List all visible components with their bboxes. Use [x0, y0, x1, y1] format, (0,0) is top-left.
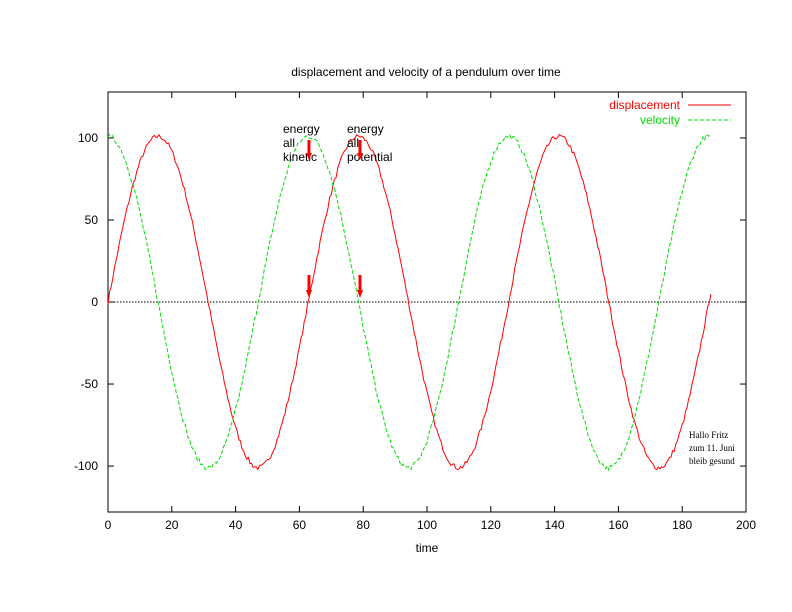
series-line-displacement — [107, 133, 712, 471]
x-tick-label: 200 — [736, 518, 756, 532]
series-group — [107, 133, 712, 472]
annotation-text: energy — [347, 122, 384, 136]
legend-label-displacement: displacement — [609, 98, 680, 112]
y-tick-label: -50 — [81, 377, 99, 391]
y-tick-label: -100 — [74, 459, 98, 473]
note-text: bleib gesund — [689, 456, 735, 466]
y-tick-label: 50 — [85, 213, 99, 227]
x-tick-label: 140 — [545, 518, 565, 532]
annotation-text: all — [347, 136, 359, 150]
x-tick-label: 120 — [481, 518, 501, 532]
energy-arrow-lower-head — [305, 290, 312, 298]
series-line-velocity — [107, 133, 712, 472]
x-tick-label: 0 — [105, 518, 112, 532]
note-text: zum 11. Juni — [689, 443, 735, 453]
annotation-text: potential — [347, 150, 392, 164]
annotation-text: energy — [283, 122, 320, 136]
chart-title: displacement and velocity of a pendulum … — [291, 65, 561, 79]
x-tick-label: 100 — [417, 518, 437, 532]
axes: 0 20 40 60 80 100 120 140 160 180 200 -100 -50 0 50 100 — [74, 92, 756, 532]
x-tick-label: 160 — [608, 518, 628, 532]
note-text: Hallo Fritz — [689, 430, 728, 440]
energy-arrow-upper-head — [305, 153, 312, 160]
energy-arrow-upper-head — [357, 153, 364, 160]
x-tick-label: 20 — [165, 518, 179, 532]
x-tick-label: 60 — [293, 518, 307, 532]
y-tick-label: 100 — [78, 131, 98, 145]
y-tick-label: 0 — [91, 295, 98, 309]
x-tick-label: 80 — [357, 518, 371, 532]
annotation-text: kinetic — [283, 150, 317, 164]
annotation-text: all — [283, 136, 295, 150]
x-axis-label: time — [416, 541, 439, 555]
energy-arrow-lower-head — [357, 290, 364, 298]
x-tick-label: 40 — [229, 518, 243, 532]
x-tick-label: 180 — [672, 518, 692, 532]
annotations: energyallkineticenergyallpotentialHallo … — [283, 122, 735, 466]
legend-label-velocity: velocity — [640, 113, 680, 127]
